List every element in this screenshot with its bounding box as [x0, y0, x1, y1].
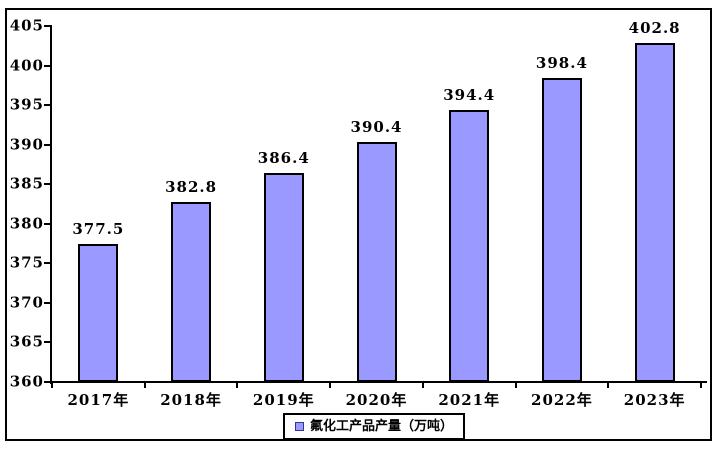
x-axis-label: 2020年 — [345, 391, 408, 409]
bar-2017年 — [78, 243, 119, 382]
y-axis-tick — [44, 104, 52, 107]
x-axis-tick — [51, 382, 53, 388]
bar-value-label: 382.8 — [165, 177, 218, 196]
y-axis-tick — [44, 25, 52, 27]
y-axis-tick-label: 395 — [9, 95, 44, 114]
legend-swatch — [295, 422, 304, 431]
y-axis-line — [50, 25, 52, 384]
x-axis-line — [50, 381, 707, 383]
y-axis-tick-label: 365 — [9, 332, 44, 351]
bar-value-label: 386.4 — [257, 149, 310, 168]
bar-2021年 — [449, 109, 490, 382]
x-axis-tick — [143, 382, 146, 388]
y-axis-tick-label: 400 — [9, 56, 44, 75]
x-axis-tick — [236, 382, 239, 388]
bar-2018年 — [171, 201, 212, 382]
bar-value-label: 394.4 — [443, 85, 496, 104]
y-axis-tick-label: 375 — [9, 253, 44, 272]
bar-2020年 — [356, 141, 397, 382]
y-axis-tick-label: 405 — [9, 16, 44, 35]
y-axis-tick-label: 370 — [9, 293, 44, 312]
bar-2022年 — [541, 78, 582, 382]
x-axis-label: 2022年 — [531, 391, 593, 409]
legend-label: 氟化工产品产量（万吨） — [310, 419, 454, 434]
y-axis-tick — [44, 341, 52, 344]
y-axis-tick — [44, 262, 52, 265]
x-axis-label: 2017年 — [67, 391, 130, 409]
y-axis-tick-label: 390 — [9, 135, 44, 154]
y-axis-tick — [44, 183, 52, 186]
x-axis-tick — [514, 382, 517, 388]
y-axis-tick-label: 385 — [9, 174, 44, 193]
bar-value-label: 402.8 — [628, 19, 681, 38]
x-axis-tick — [329, 382, 332, 388]
y-axis-tick — [44, 143, 52, 146]
bar-2023年 — [634, 43, 675, 382]
bar-value-label: 398.4 — [535, 54, 588, 73]
x-axis-tick — [607, 382, 610, 388]
y-axis-tick — [44, 301, 52, 304]
y-axis-tick — [44, 381, 52, 383]
y-axis-tick — [44, 64, 52, 67]
bar-2019年 — [263, 173, 304, 382]
x-axis-label: 2021年 — [438, 391, 501, 409]
x-axis-label: 2018年 — [160, 391, 222, 409]
bar-value-label: 377.5 — [72, 219, 125, 238]
x-axis-label: 2019年 — [252, 391, 315, 409]
x-axis-label: 2023年 — [623, 391, 686, 409]
bar-value-label: 390.4 — [350, 117, 403, 136]
legend: 氟化工产品产量（万吨） — [283, 413, 466, 440]
y-axis-tick — [44, 222, 52, 225]
x-axis-tick — [421, 382, 424, 388]
y-axis-tick-label: 380 — [9, 214, 44, 233]
x-axis-tick — [700, 382, 702, 388]
y-axis-tick-label: 360 — [9, 372, 44, 391]
chart-outer-border — [5, 8, 712, 441]
